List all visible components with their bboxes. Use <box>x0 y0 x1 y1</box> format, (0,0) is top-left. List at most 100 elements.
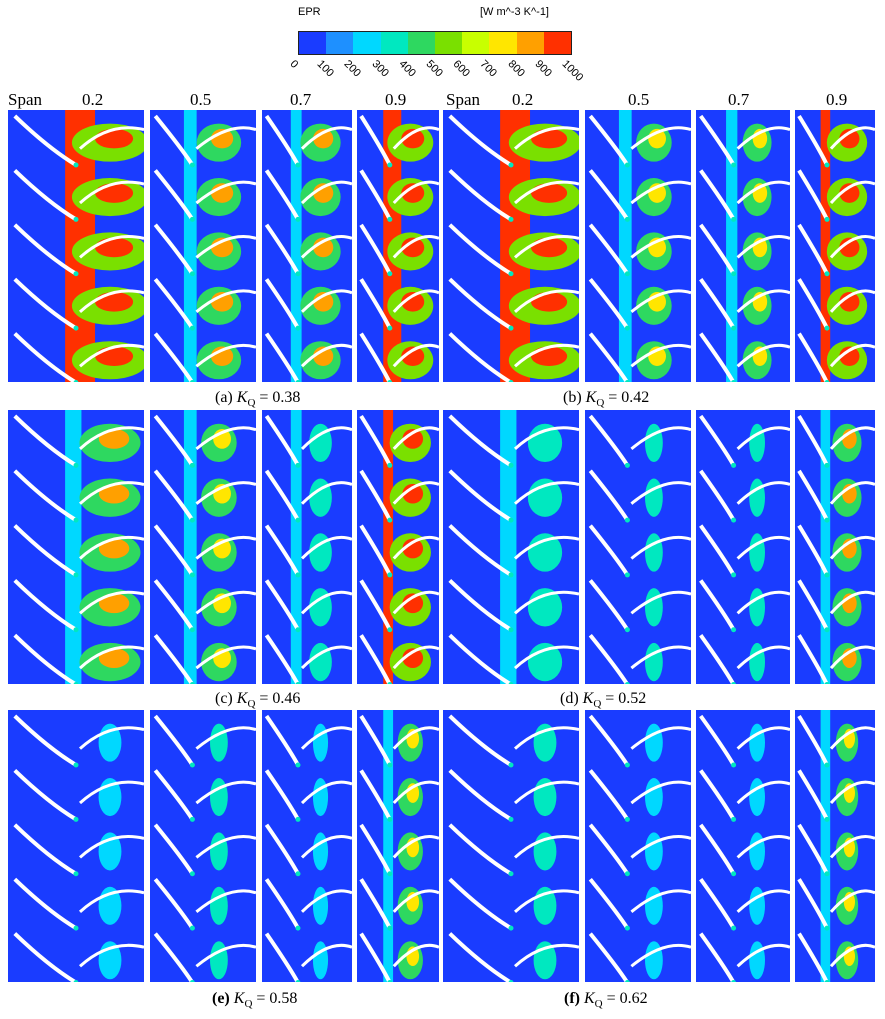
colorbar-tick-label: 700 <box>477 58 500 80</box>
blade-left <box>359 823 392 875</box>
wake-region <box>383 710 394 982</box>
loss-region <box>309 533 332 572</box>
loss-region <box>309 478 332 517</box>
blade-left <box>797 278 829 330</box>
epr-contour-panel <box>696 110 790 382</box>
blade-right <box>392 235 439 259</box>
high-loss-core <box>98 483 130 504</box>
wake-region <box>183 410 197 684</box>
blade-tip-loss <box>508 325 514 331</box>
blade-tip-loss <box>624 216 630 222</box>
blade-right <box>736 343 790 368</box>
blade-right <box>392 481 439 505</box>
high-loss-core <box>402 538 424 559</box>
wake-region <box>290 110 302 382</box>
epr-contour-panel <box>585 110 691 382</box>
blade-tip-loss <box>508 682 514 684</box>
blade-right <box>78 343 144 368</box>
blade-tip-loss <box>624 517 630 523</box>
blade-right <box>195 426 256 451</box>
loss-region <box>209 778 228 817</box>
loss-region <box>644 941 663 980</box>
blade-right <box>630 780 691 805</box>
loss-region <box>644 588 663 627</box>
blade-right <box>513 235 579 259</box>
blade-right <box>513 726 579 750</box>
blade-tip-loss <box>189 216 195 222</box>
blade-left <box>448 332 513 382</box>
blade-right <box>513 180 579 205</box>
epr-contour-panel <box>696 410 790 684</box>
blade-right <box>392 835 439 859</box>
blade-tip-loss <box>73 462 79 468</box>
blade-tip-loss <box>387 380 393 382</box>
high-loss-core <box>95 237 134 258</box>
blade-tip-loss <box>731 871 737 877</box>
epr-contour-panel <box>8 410 144 684</box>
blade-right <box>513 645 579 670</box>
blade-tip-loss <box>824 816 830 822</box>
blade-tip-loss <box>824 871 830 877</box>
blade-left <box>264 878 300 930</box>
blade-left <box>153 823 195 875</box>
wake-region <box>65 410 82 684</box>
epr-contour-panel <box>150 110 256 382</box>
loss-region <box>749 478 765 517</box>
blade-tip-loss <box>189 816 195 822</box>
blade-left <box>797 524 829 576</box>
blade-tip-loss <box>73 980 79 982</box>
blade-tip-loss <box>73 271 79 277</box>
epr-contour-panel <box>8 110 144 382</box>
blade-left <box>699 823 736 875</box>
blade-left <box>588 823 630 875</box>
loss-region <box>749 423 765 463</box>
blade-right <box>630 180 691 205</box>
blade-left <box>359 414 392 467</box>
blade-tip-loss <box>73 925 79 931</box>
blade-tip-loss <box>624 162 630 168</box>
blade-right <box>630 835 691 859</box>
blade-left <box>588 932 630 982</box>
blade-tip-loss <box>731 216 737 222</box>
colorbar-segment <box>435 32 463 54</box>
colorbar-segment <box>462 32 490 54</box>
blade-left <box>588 469 630 522</box>
blade-left <box>797 414 829 467</box>
blade-left <box>699 524 736 576</box>
blade-left <box>13 578 78 632</box>
blade-right <box>392 289 439 313</box>
blade-tip-loss <box>824 325 830 331</box>
blade-tip-loss <box>824 925 830 931</box>
high-loss-core <box>401 183 425 203</box>
blade-right <box>736 235 790 259</box>
epr-contour-panel <box>357 710 439 982</box>
blade-right <box>78 426 144 450</box>
blade-right <box>829 835 875 859</box>
loss-region <box>209 886 228 925</box>
blade-left <box>699 169 736 221</box>
blade-right <box>736 590 790 615</box>
colorbar-tick-label: 200 <box>341 58 364 80</box>
blade-left <box>359 714 392 766</box>
blade-tip-loss <box>295 925 301 931</box>
blade-tip-loss <box>508 871 514 877</box>
blade-right <box>736 726 790 750</box>
blade-left <box>153 114 195 167</box>
blade-right <box>195 343 256 368</box>
blade-left <box>153 277 195 330</box>
blade-right <box>195 835 256 859</box>
blade-left <box>359 223 392 275</box>
epr-contour-panel <box>443 110 579 382</box>
blade-tip-loss <box>189 517 195 523</box>
blade-tip-loss <box>824 380 830 382</box>
caption-b: (b) KQ = 0.42 <box>563 389 650 410</box>
high-loss-core <box>98 593 130 614</box>
blade-tip-loss <box>731 980 737 982</box>
colorbar-segment <box>353 32 381 54</box>
epr-contour-panel <box>150 410 256 684</box>
blade-left <box>797 169 829 221</box>
blade-right <box>300 645 352 670</box>
high-loss-core <box>98 429 130 449</box>
loss-region <box>644 642 663 682</box>
blade-left <box>359 634 392 684</box>
